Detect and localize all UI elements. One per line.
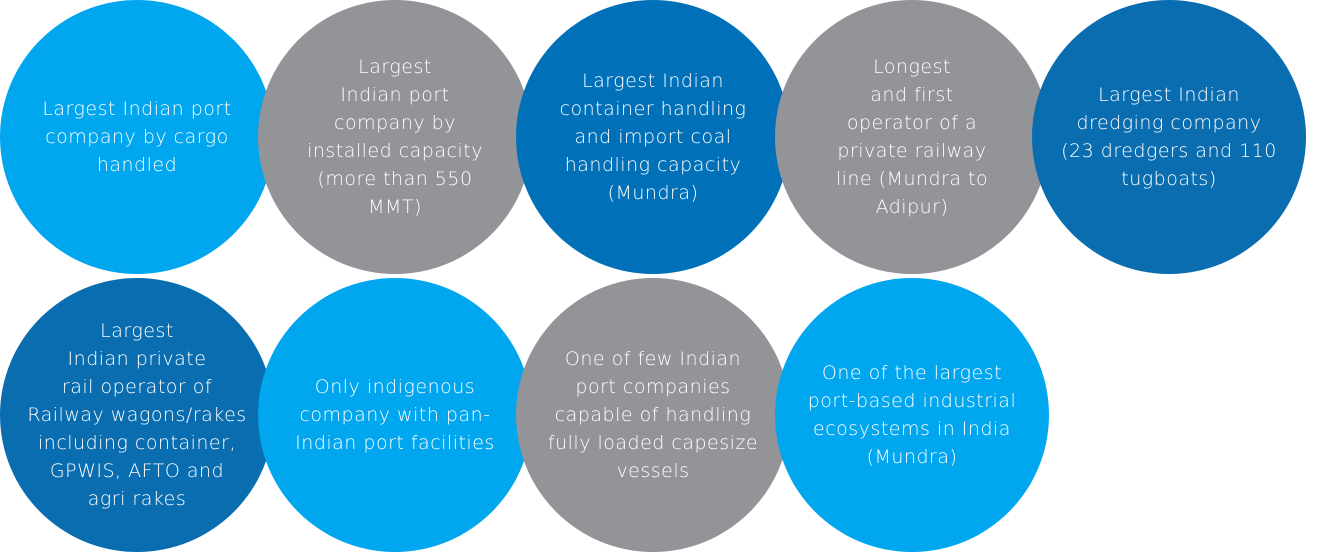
circle-text: Largest Indian private rail operator of …	[27, 320, 247, 510]
circle-rail-operator: Largest Indian private rail operator of …	[0, 278, 274, 552]
circle-text: Largest Indian port company by cargo han…	[42, 98, 232, 176]
circle-port-company-by-cargo: Largest Indian port company by cargo han…	[0, 0, 274, 274]
circle-text: Largest Indian container handling and im…	[559, 70, 747, 204]
circle-text: Only indigenous company with pan- Indian…	[295, 376, 495, 454]
circle-industrial-ecosystems: One of the largest port-based industrial…	[775, 278, 1049, 552]
circle-text: One of the largest port-based industrial…	[807, 362, 1017, 468]
circle-private-railway: Longest and first operator of a private …	[775, 0, 1049, 274]
circle-capesize-vessels: One of few Indian port companies capable…	[516, 278, 790, 552]
circle-installed-capacity: Largest Indian port company by installed…	[258, 0, 532, 274]
circle-dredging-company: Largest Indian dredging company (23 dred…	[1032, 0, 1306, 274]
circle-text: Largest Indian dredging company (23 dred…	[1061, 84, 1277, 190]
circle-text: One of few Indian port companies capable…	[547, 348, 759, 482]
circle-text: Longest and first operator of a private …	[835, 56, 989, 218]
circle-container-handling: Largest Indian container handling and im…	[516, 0, 790, 274]
circle-indigenous-company: Only indigenous company with pan- Indian…	[258, 278, 532, 552]
circle-text: Largest Indian port company by installed…	[307, 56, 483, 218]
